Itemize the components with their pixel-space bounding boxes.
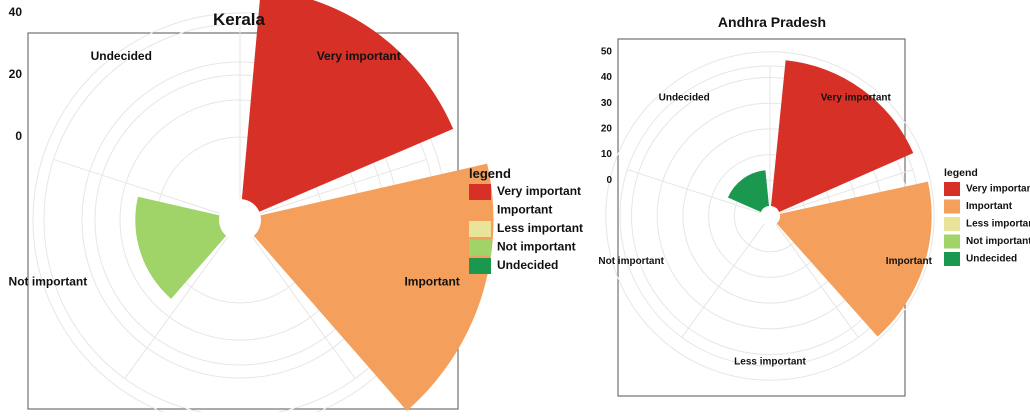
- legend-item-undecided: Undecided: [944, 252, 1017, 266]
- legend-label: Undecided: [966, 254, 1017, 265]
- legend-label: Very important: [497, 184, 581, 198]
- bar-very-important: [241, 0, 454, 212]
- legend-item-less-important: Less important: [944, 217, 1030, 231]
- r-tick-label: 30: [601, 98, 613, 109]
- legend-swatch: [944, 234, 960, 249]
- category-label-important: Important: [404, 275, 459, 289]
- legend-title: legend: [469, 166, 511, 181]
- category-label-not-important: Not important: [598, 256, 664, 267]
- grid-spoke: [259, 158, 427, 214]
- grid-spoke: [779, 169, 913, 214]
- chart-title: Kerala: [213, 10, 266, 29]
- legend-swatch: [944, 252, 960, 266]
- legend-label: Important: [497, 203, 552, 217]
- chart-title: Andhra Pradesh: [718, 14, 826, 30]
- legend-item-less-important: Less important: [469, 221, 583, 237]
- legend-swatch: [469, 258, 491, 274]
- legend-item-very-important: Very important: [944, 182, 1030, 196]
- legend-label: Not important: [966, 236, 1030, 247]
- r-tick-label: 20: [9, 67, 23, 81]
- legend-swatch: [944, 182, 960, 196]
- legend-swatch: [469, 184, 491, 200]
- legend-label: Less important: [497, 221, 583, 235]
- grid-spoke: [124, 236, 229, 379]
- r-tick-label: 0: [606, 175, 612, 186]
- r-tick-labels: 0 20 40: [9, 5, 23, 143]
- legend-label: Very important: [966, 184, 1030, 195]
- category-label-very-important: Very important: [821, 93, 892, 104]
- bar-important: [776, 181, 932, 337]
- legend-label: Not important: [497, 240, 576, 254]
- legend-item-not-important: Not important: [944, 234, 1030, 249]
- legend-item-very-important: Very important: [469, 184, 581, 200]
- legend-item-not-important: Not important: [469, 239, 576, 256]
- legend-item-important: Important: [944, 199, 1013, 214]
- grid-circle: [605, 51, 935, 381]
- category-labels: Very important Important Less important Not…: [598, 93, 932, 368]
- legend: legend Very important Important Less import…: [944, 167, 1030, 266]
- bar-important: [253, 163, 494, 411]
- bar-very-important: [770, 60, 914, 212]
- bars: [727, 60, 932, 337]
- grid-spoke: [775, 223, 859, 338]
- grid-spoke: [681, 223, 765, 338]
- legend-title: legend: [944, 167, 978, 179]
- bar-not-important: [135, 196, 227, 299]
- category-label-less-important: Less important: [734, 357, 806, 368]
- r-tick-label: 0: [15, 129, 22, 143]
- r-tick-label: 50: [601, 46, 613, 57]
- category-label-important: Important: [886, 256, 933, 267]
- grid-spoke: [53, 158, 221, 214]
- legend-swatch: [469, 239, 491, 256]
- legend-item-important: Important: [469, 202, 552, 219]
- legend-swatch: [469, 202, 491, 219]
- bars: [135, 0, 494, 411]
- r-tick-label: 40: [601, 72, 613, 83]
- legend-label: Undecided: [497, 258, 558, 272]
- legend-swatch: [944, 217, 960, 231]
- category-label-undecided: Undecided: [91, 49, 152, 63]
- category-label-very-important: Very important: [317, 49, 401, 63]
- chart-andhra-pradesh: Very important Important Less important Not…: [598, 14, 1030, 397]
- legend-swatch: [944, 199, 960, 214]
- chart-kerala: Very important Important Less important Not…: [9, 0, 583, 417]
- grid-spoke: [251, 236, 356, 379]
- legend: legend Very important Important Less import…: [469, 166, 583, 274]
- legend-swatch: [469, 221, 491, 237]
- legend-label: Less important: [966, 219, 1030, 230]
- r-tick-label: 40: [9, 5, 23, 19]
- legend-label: Important: [966, 201, 1013, 212]
- r-tick-labels: 0 10 20 30 40 50: [601, 46, 613, 186]
- grid-spoke: [627, 169, 761, 214]
- legend-item-undecided: Undecided: [469, 258, 558, 274]
- r-tick-label: 20: [601, 124, 613, 135]
- category-label-undecided: Undecided: [659, 93, 710, 104]
- category-label-not-important: Not important: [9, 275, 88, 289]
- r-tick-label: 10: [601, 149, 613, 160]
- bar-undecided: [727, 170, 770, 212]
